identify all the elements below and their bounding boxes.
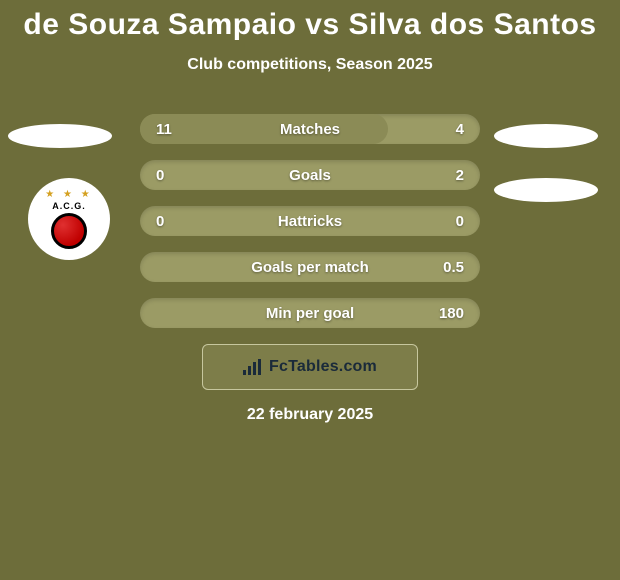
club-badge: ★ ★ ★ A.C.G. xyxy=(28,178,110,260)
stat-label: Min per goal xyxy=(220,305,400,322)
stat-row: Goals per match0.5 xyxy=(140,252,480,282)
stat-value-right: 180 xyxy=(400,305,480,322)
stat-row: 0Goals2 xyxy=(140,160,480,190)
bar-chart-icon xyxy=(243,359,265,375)
stat-value-left: 11 xyxy=(140,121,220,138)
badge-stars: ★ ★ ★ xyxy=(45,189,92,200)
date-label: 22 february 2025 xyxy=(0,406,620,424)
stat-label: Hattricks xyxy=(220,213,400,230)
brand-text: FcTables.com xyxy=(269,358,377,376)
stat-row: 11Matches4 xyxy=(140,114,480,144)
page-title: de Souza Sampaio vs Silva dos Santos xyxy=(0,8,620,42)
stat-value-right: 0.5 xyxy=(400,259,480,276)
stat-label: Matches xyxy=(220,121,400,138)
stat-value-left: 0 xyxy=(140,167,220,184)
stat-label: Goals per match xyxy=(220,259,400,276)
brand-box[interactable]: FcTables.com xyxy=(202,344,418,390)
stat-value-right: 2 xyxy=(400,167,480,184)
stat-row: Min per goal180 xyxy=(140,298,480,328)
badge-initials: A.C.G. xyxy=(52,201,86,211)
stat-label: Goals xyxy=(220,167,400,184)
stats-card: de Souza Sampaio vs Silva dos Santos Clu… xyxy=(0,0,620,424)
decoration-oval xyxy=(8,124,112,148)
stat-value-left: 0 xyxy=(140,213,220,230)
stat-row: 0Hattricks0 xyxy=(140,206,480,236)
decoration-oval xyxy=(494,124,598,148)
stats-list: 11Matches40Goals20Hattricks0Goals per ma… xyxy=(140,114,480,328)
decoration-oval xyxy=(494,178,598,202)
stat-value-right: 0 xyxy=(400,213,480,230)
stat-value-right: 4 xyxy=(400,121,480,138)
page-subtitle: Club competitions, Season 2025 xyxy=(0,56,620,74)
badge-ball-icon xyxy=(51,213,87,249)
